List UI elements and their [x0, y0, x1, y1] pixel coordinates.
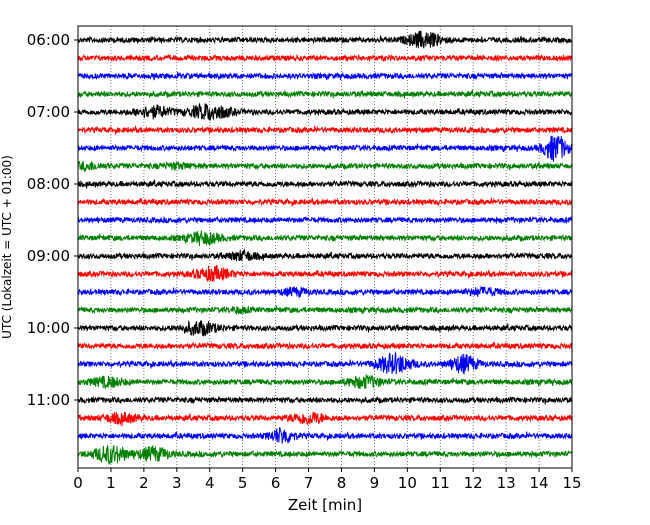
x-tick-label: 7 [304, 474, 314, 492]
y-tick-label: 06:00 [27, 31, 70, 49]
x-tick-label: 15 [562, 474, 581, 492]
seismic-trace-9 [77, 196, 573, 207]
x-tick-label: 14 [530, 474, 549, 492]
seismic-trace-7 [77, 160, 573, 173]
seismic-trace-4 [77, 102, 573, 121]
plot-frame [77, 25, 573, 469]
x-tick-label: 8 [337, 474, 347, 492]
seismic-trace-16 [77, 319, 573, 337]
y-tick-label: 08:00 [27, 175, 70, 193]
x-tick-label: 9 [370, 474, 380, 492]
seismic-trace-5 [77, 124, 573, 135]
x-tick-label: 3 [172, 474, 182, 492]
seismic-trace-13 [77, 264, 573, 282]
x-tick-label: 10 [398, 474, 417, 492]
seismic-trace-12 [77, 248, 573, 262]
seismic-trace-21 [77, 411, 573, 427]
seismic-trace-19 [77, 374, 573, 390]
x-tick-label: 1 [106, 474, 116, 492]
seismic-trace-1 [77, 53, 573, 63]
y-tick-label: 10:00 [27, 319, 70, 337]
seismic-trace-6 [77, 135, 573, 162]
x-tick-label: 2 [139, 474, 149, 492]
seismic-trace-20 [77, 395, 573, 405]
x-tick-label: 11 [431, 474, 450, 492]
x-tick-label: 4 [205, 474, 215, 492]
y-axis-label: UTC (Lokalzeit = UTC + 01:00) [0, 155, 14, 339]
x-axis-label: Zeit [min] [288, 496, 362, 514]
y-tick-label: 11:00 [27, 391, 70, 409]
seismic-trace-18 [77, 351, 573, 375]
seismic-trace-0 [77, 30, 573, 49]
y-tick-label: 07:00 [27, 103, 70, 121]
seismic-trace-22 [77, 427, 573, 444]
seismic-trace-23 [77, 444, 573, 465]
x-tick-label: 12 [464, 474, 483, 492]
seismic-trace-14 [77, 285, 573, 299]
x-tick-label: 6 [271, 474, 281, 492]
seismic-trace-8 [77, 179, 573, 189]
x-tick-label: 5 [238, 474, 248, 492]
x-tick-label: 13 [497, 474, 516, 492]
seismic-trace-2 [77, 71, 573, 81]
seismic-trace-3 [77, 89, 573, 99]
seismic-trace-17 [77, 341, 573, 351]
x-tick-label: 0 [73, 474, 83, 492]
seismic-trace-11 [77, 230, 573, 247]
seismic-trace-15 [77, 305, 573, 316]
seismic-trace-10 [77, 215, 573, 225]
y-tick-label: 09:00 [27, 247, 70, 265]
